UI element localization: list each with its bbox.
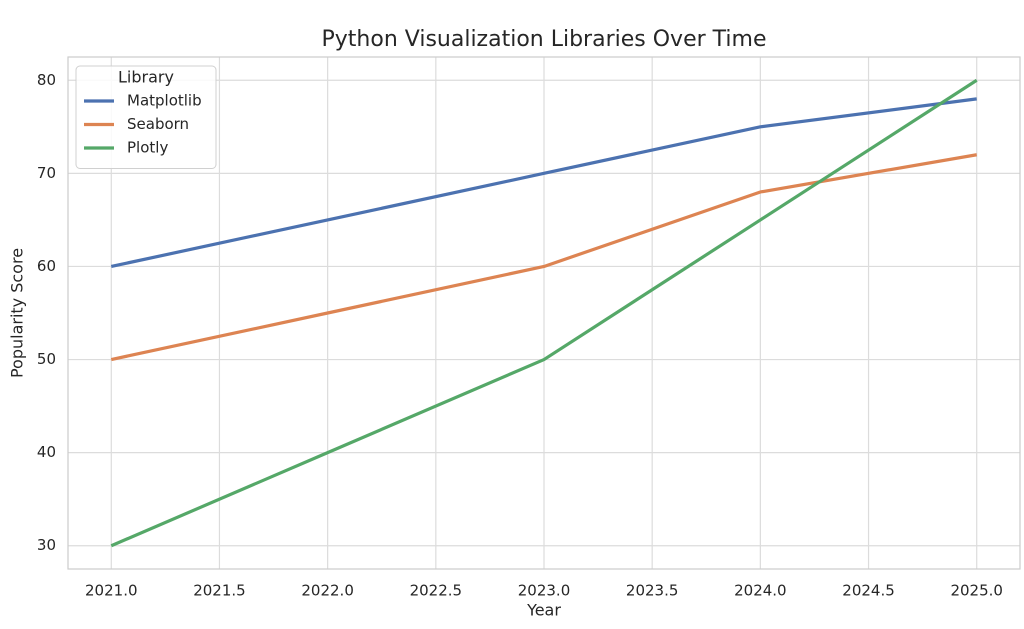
x-tick-label: 2022.5 <box>410 582 463 600</box>
x-tick-label: 2025.0 <box>950 582 1003 600</box>
x-tick-label: 2023.0 <box>518 582 571 600</box>
legend-label: Plotly <box>127 139 168 157</box>
x-tick-label: 2021.0 <box>85 582 138 600</box>
legend-label: Matplotlib <box>127 92 202 110</box>
legend-label: Seaborn <box>127 115 189 133</box>
x-tick-label: 2024.5 <box>842 582 895 600</box>
legend-title: Library <box>118 68 174 87</box>
y-axis-label: Popularity Score <box>8 248 27 378</box>
legend-box <box>75 65 217 169</box>
y-tick-label: 70 <box>37 164 56 182</box>
series-line <box>110 78 978 548</box>
plot-frame <box>67 56 1021 570</box>
x-tick-label: 2022.0 <box>301 582 354 600</box>
chart-title: Python Visualization Libraries Over Time <box>322 27 767 52</box>
x-tick-label: 2023.5 <box>626 582 679 600</box>
y-tick-label: 60 <box>37 257 56 275</box>
x-tick-label: 2024.0 <box>734 582 787 600</box>
x-axis-label: Year <box>526 601 561 620</box>
y-tick-label: 40 <box>37 443 56 461</box>
y-tick-label: 80 <box>37 71 56 89</box>
series-line <box>110 97 977 269</box>
x-tick-label: 2021.5 <box>193 582 246 600</box>
y-tick-label: 30 <box>37 536 56 554</box>
y-tick-label: 50 <box>37 350 56 368</box>
series-line <box>110 153 977 362</box>
